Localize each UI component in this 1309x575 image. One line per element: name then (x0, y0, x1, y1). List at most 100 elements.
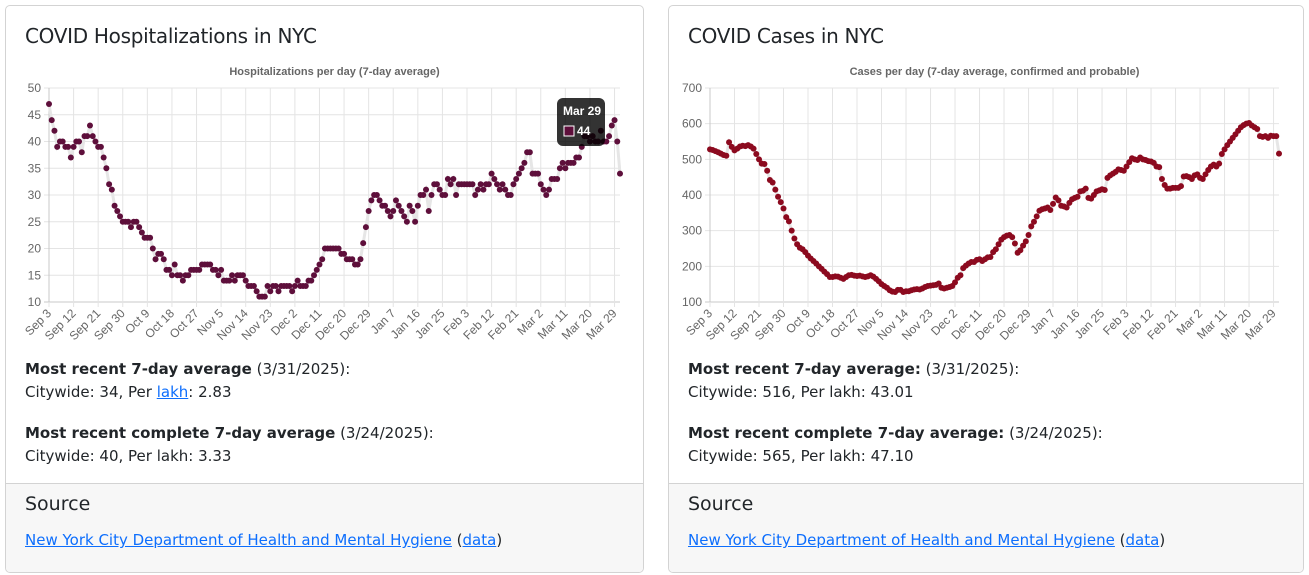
hospitalizations-card: COVID Hospitalizations in NYC Hospitaliz… (5, 5, 644, 573)
data-point (750, 145, 757, 152)
data-point (769, 179, 776, 186)
data-point (753, 150, 760, 157)
data-point (453, 192, 460, 198)
data-point (540, 186, 547, 193)
data-point (1055, 197, 1062, 204)
stats: Most recent 7-day average: (3/31/2025): … (688, 358, 1103, 486)
y-tick-label: 50 (28, 81, 42, 95)
data-point (606, 133, 613, 140)
data-point (726, 139, 733, 146)
lakh-link[interactable]: lakh (156, 383, 189, 401)
data-point (608, 122, 615, 129)
data-point (360, 240, 367, 247)
data-point (136, 224, 143, 231)
data-point (158, 250, 165, 257)
data-point (414, 202, 421, 209)
data-point (783, 214, 790, 221)
y-tick-label: 10 (28, 295, 42, 309)
data-point (166, 266, 173, 273)
recent-date: (3/31/2025): (925, 360, 1020, 378)
data-point (373, 192, 380, 198)
data-point (780, 205, 787, 212)
recent-values: Citywide: 516, Per lakh: 43.01 (688, 383, 914, 401)
data-point (308, 277, 315, 284)
data-point (365, 208, 372, 215)
data-point (78, 149, 85, 156)
source-link[interactable]: New York City Department of Health and M… (25, 531, 452, 549)
data-point (294, 277, 301, 284)
data-point (433, 181, 440, 188)
data-point (160, 256, 167, 263)
tooltip-value: 44 (577, 124, 591, 138)
data-point (335, 245, 342, 252)
complete-label: Most recent complete 7-day average (25, 424, 336, 442)
data-point (357, 256, 364, 263)
data-point (442, 192, 449, 198)
data-point (987, 254, 994, 261)
data-point (311, 272, 318, 279)
data-point (761, 160, 768, 167)
data-point (1202, 171, 1209, 178)
data-point (425, 208, 432, 215)
data-point (576, 154, 583, 161)
data-point (114, 208, 121, 215)
data-point (196, 266, 203, 273)
source-link[interactable]: New York City Department of Health and M… (688, 531, 1115, 549)
data-point (556, 165, 563, 172)
data-point (54, 143, 61, 150)
data-point (239, 272, 246, 279)
data-link[interactable]: data (462, 531, 497, 549)
data-point (957, 272, 964, 279)
data-point (108, 186, 115, 193)
data-point (450, 175, 457, 182)
data-point (168, 272, 175, 279)
y-tick-label: 600 (682, 117, 702, 131)
y-tick-label: 20 (28, 242, 42, 256)
recent-date: (3/31/2025): (256, 360, 351, 378)
data-point (289, 288, 296, 295)
recent-label: Most recent 7-day average (25, 360, 252, 378)
data-point (401, 213, 408, 220)
complete-date: (3/24/2025): (1009, 424, 1103, 442)
data-point (291, 282, 298, 289)
data-point (138, 229, 145, 236)
data-point (526, 149, 533, 156)
data-point (48, 117, 55, 124)
data-point (76, 138, 83, 145)
data-point (302, 282, 309, 289)
data-point (562, 165, 569, 172)
data-point (515, 170, 522, 177)
y-tick-label: 200 (682, 259, 702, 273)
data-point (341, 250, 348, 257)
hospitalizations-chart[interactable]: Hospitalizations per day (7-day average)… (6, 61, 636, 361)
data-point (785, 218, 792, 225)
data-point (212, 266, 219, 273)
y-tick-label: 100 (682, 295, 702, 309)
data-point (354, 261, 361, 268)
data-point (177, 272, 184, 279)
data-point (368, 197, 375, 204)
data-point (995, 241, 1002, 248)
data-point (261, 293, 268, 300)
data-point (398, 208, 405, 215)
data-link[interactable]: data (1125, 531, 1160, 549)
data-point (253, 288, 260, 295)
data-point (229, 272, 236, 279)
card-title: COVID Hospitalizations in NYC (25, 24, 317, 48)
stats: Most recent 7-day average (3/31/2025): C… (25, 358, 434, 486)
data-point (406, 202, 413, 209)
data-point (1047, 206, 1054, 213)
data-point (570, 159, 577, 166)
data-point (756, 156, 763, 163)
data-point (1120, 167, 1127, 174)
data-point (231, 277, 238, 284)
data-point (395, 202, 402, 209)
source-footer: Source New York City Department of Healt… (6, 483, 643, 572)
data-point (480, 186, 487, 193)
cases-chart[interactable]: Cases per day (7-day average, confirmed … (669, 61, 1299, 361)
y-tick-label: 700 (682, 81, 702, 95)
data-point (218, 266, 225, 273)
data-point (1030, 218, 1037, 225)
data-point (494, 181, 501, 188)
data-point (518, 165, 525, 172)
